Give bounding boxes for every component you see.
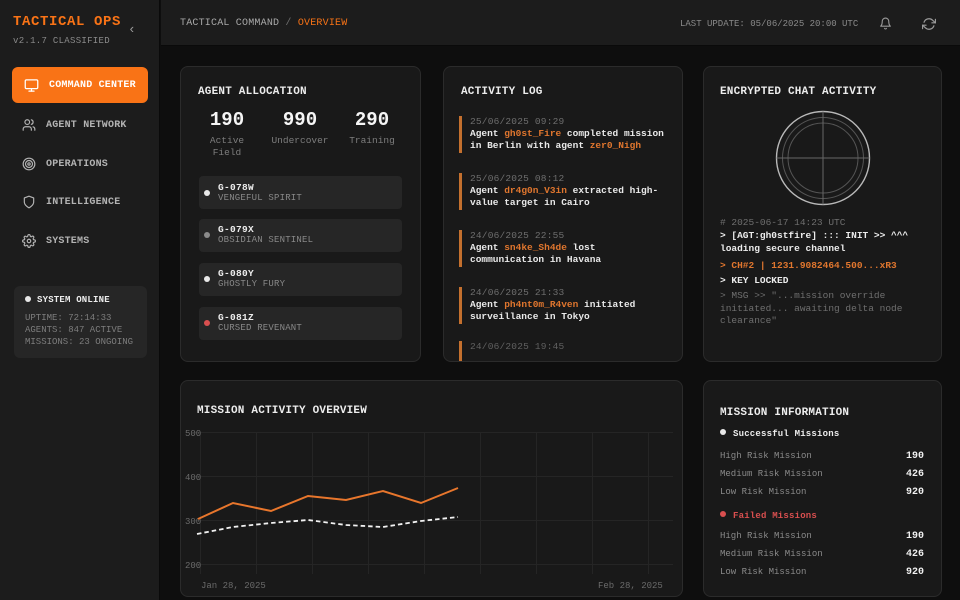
svg-text:400: 400 — [185, 473, 201, 483]
svg-text:Jan 28, 2025: Jan 28, 2025 — [201, 581, 266, 591]
svg-text:500: 500 — [185, 429, 201, 439]
svg-text:Feb 28, 2025: Feb 28, 2025 — [598, 581, 663, 591]
svg-text:300: 300 — [185, 517, 201, 527]
svg-text:200: 200 — [185, 561, 201, 571]
